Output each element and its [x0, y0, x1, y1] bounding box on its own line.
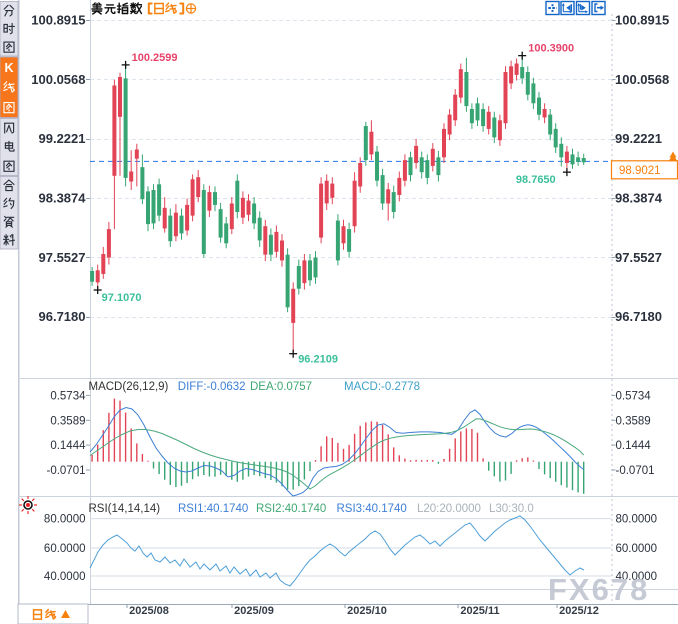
svg-text:98.3874: 98.3874: [615, 190, 663, 205]
svg-text:100.2599: 100.2599: [132, 52, 178, 64]
svg-text:RSI(14,14,14): RSI(14,14,14): [89, 503, 161, 515]
svg-text:L30:30.0: L30:30.0: [489, 503, 534, 515]
svg-text:DEA:0.0757: DEA:0.0757: [250, 381, 312, 393]
svg-text:0.1444: 0.1444: [616, 440, 652, 452]
svg-text:97.5527: 97.5527: [39, 250, 86, 265]
svg-text:96.7180: 96.7180: [615, 309, 662, 324]
svg-text:2025/09: 2025/09: [234, 605, 274, 617]
svg-text:100.8915: 100.8915: [31, 13, 85, 28]
svg-text:96.2109: 96.2109: [298, 354, 338, 366]
svg-text:100.8915: 100.8915: [615, 13, 669, 28]
svg-text:-0.0701: -0.0701: [616, 465, 655, 477]
svg-text:98.9021: 98.9021: [619, 165, 661, 177]
svg-text:-0.0701: -0.0701: [46, 465, 85, 477]
svg-text:MACD:-0.2778: MACD:-0.2778: [344, 381, 420, 393]
svg-text:80.0000: 80.0000: [44, 514, 86, 526]
svg-text:2025/08: 2025/08: [129, 605, 169, 617]
svg-text:100.3900: 100.3900: [528, 43, 574, 55]
svg-text:RSI1:40.1740: RSI1:40.1740: [178, 503, 248, 515]
svg-text:2025/10: 2025/10: [347, 605, 387, 617]
svg-text:2025/11: 2025/11: [460, 605, 499, 617]
svg-text:FX678: FX678: [548, 572, 649, 607]
svg-text:DIFF:-0.0632: DIFF:-0.0632: [178, 381, 246, 393]
svg-text:40.0000: 40.0000: [44, 571, 86, 583]
svg-text:L20:20.0000: L20:20.0000: [417, 503, 481, 515]
svg-text:98.7650: 98.7650: [516, 174, 556, 186]
svg-text:60.0000: 60.0000: [616, 543, 658, 555]
svg-text:96.7180: 96.7180: [39, 309, 86, 324]
svg-text:2025/12: 2025/12: [559, 605, 599, 617]
svg-text:0.3589: 0.3589: [616, 415, 651, 427]
svg-text:MACD(26,12,9): MACD(26,12,9): [89, 381, 169, 393]
svg-text:0.3589: 0.3589: [50, 415, 85, 427]
svg-text:80.0000: 80.0000: [616, 514, 658, 526]
svg-text:60.0000: 60.0000: [44, 543, 86, 555]
svg-text:K: K: [4, 61, 13, 75]
svg-text:100.0568: 100.0568: [615, 72, 669, 87]
svg-text:100.0568: 100.0568: [31, 72, 85, 87]
svg-text:99.2221: 99.2221: [39, 131, 86, 146]
svg-text:0.1444: 0.1444: [50, 440, 86, 452]
svg-text:0.5734: 0.5734: [616, 390, 652, 402]
svg-text:RSI3:40.1740: RSI3:40.1740: [337, 503, 407, 515]
svg-text:97.5527: 97.5527: [615, 250, 662, 265]
svg-text:99.2221: 99.2221: [615, 131, 662, 146]
svg-text:40.0000: 40.0000: [616, 571, 658, 583]
svg-text:0.5734: 0.5734: [50, 390, 86, 402]
svg-text:98.3874: 98.3874: [39, 190, 87, 205]
svg-text:RSI2:40.1740: RSI2:40.1740: [256, 503, 326, 515]
svg-text:97.1070: 97.1070: [102, 292, 142, 304]
